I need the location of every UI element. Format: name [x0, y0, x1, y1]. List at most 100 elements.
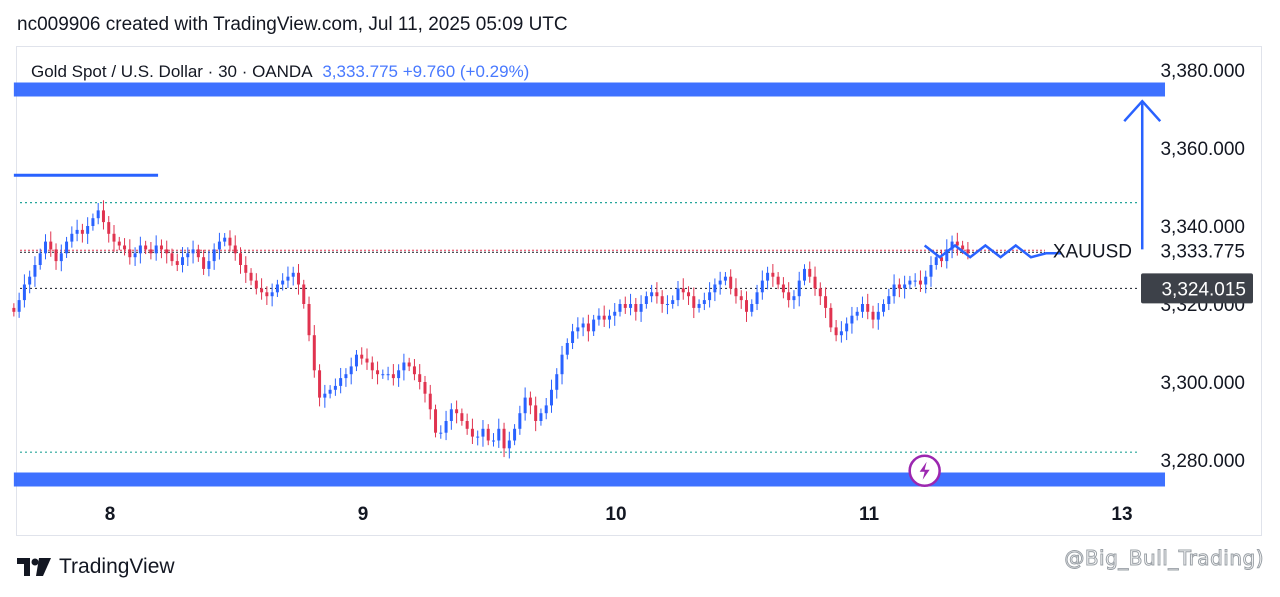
candle-body [918, 280, 922, 285]
candle-body [344, 374, 348, 379]
candle-body [128, 249, 132, 258]
candle-body [887, 296, 891, 304]
candle-body [845, 323, 849, 332]
candle-body [17, 300, 21, 312]
candle-body [196, 249, 200, 258]
candle-body [602, 315, 606, 320]
target-arrow-head [1123, 99, 1162, 123]
candle-body [776, 276, 780, 285]
candle-body [771, 272, 775, 277]
candle-body [592, 319, 596, 332]
candle-body [254, 280, 258, 289]
candle-body [934, 257, 938, 265]
candle-body [565, 343, 569, 355]
candle-body [165, 249, 169, 254]
candle-body [217, 241, 221, 250]
crosshair-price-box [1141, 273, 1253, 304]
tradingview-logo[interactable]: TradingView [17, 555, 175, 579]
candle-body [502, 428, 506, 449]
lightning-icon [919, 461, 930, 480]
candle-body [729, 276, 733, 289]
symbol-label: XAUUSD [1053, 241, 1132, 262]
candle-body [929, 265, 933, 277]
candle-body [650, 292, 654, 297]
candle-body [766, 272, 770, 281]
legend-price-change: 3,333.775 +9.760 (+0.29%) [322, 62, 530, 81]
candle-body [365, 358, 369, 363]
candle-body [133, 253, 137, 258]
candle-body [549, 389, 553, 406]
candle-body [339, 378, 343, 386]
candle-body [186, 253, 190, 258]
candle-body [586, 323, 590, 332]
candle-body [576, 327, 580, 332]
candle-body [49, 241, 53, 250]
candle-body [181, 257, 185, 265]
candle-body [755, 292, 759, 304]
candle-body [513, 428, 517, 441]
candle-body [481, 428, 485, 437]
candle-body [723, 276, 727, 281]
y-axis-tick-label: 3,360.000 [1160, 139, 1245, 160]
legend-symbol-info: Gold Spot / U.S. Dollar · 30 · OANDA [31, 62, 312, 81]
candle-body [644, 296, 648, 304]
candle-body [897, 284, 901, 289]
x-axis-tick-label: 11 [859, 504, 880, 525]
candle-body [892, 284, 896, 297]
candle-body [54, 249, 58, 262]
candle-body [660, 296, 664, 304]
candle-body [676, 288, 680, 301]
candle-body [607, 315, 611, 320]
candle-body [518, 413, 522, 429]
candle-body [955, 241, 959, 246]
candle-body [22, 284, 26, 301]
candle-body [476, 436, 480, 438]
candle-body [486, 428, 490, 441]
candle-body [913, 280, 917, 282]
candle-body [291, 272, 295, 277]
candle-body [439, 432, 443, 434]
candle-body [697, 304, 701, 308]
y-axis-tick-label: 3,280.000 [1160, 451, 1245, 472]
candle-body [223, 237, 227, 242]
symbol-legend[interactable]: Gold Spot / U.S. Dollar · 30 · OANDA 3,3… [31, 62, 529, 82]
candle-body [760, 280, 764, 293]
candle-body [465, 421, 469, 429]
candle-body [80, 229, 84, 234]
y-axis-tick-label: 3,300.000 [1160, 373, 1245, 394]
candle-body [296, 272, 300, 285]
candle-body [618, 304, 622, 312]
candle-body [323, 393, 327, 398]
candle-body [43, 241, 47, 254]
candle-body [581, 323, 585, 328]
candle-body [386, 374, 390, 376]
y-axis-tick-label: 3,340.000 [1160, 217, 1245, 238]
candle-body [444, 421, 448, 433]
candle-body [639, 304, 643, 312]
candle-body [86, 226, 90, 234]
axis-layer: 3,380.0003,360.0003,340.0003,320.0003,30… [105, 61, 1253, 525]
candle-body [307, 304, 311, 336]
candle-body [655, 292, 659, 297]
candle-body [65, 241, 69, 254]
candle-body [70, 233, 74, 242]
candle-body [412, 366, 416, 375]
candle-body [376, 370, 380, 375]
candle-body [470, 428, 474, 437]
candle-body [734, 288, 738, 297]
crosshair-price-label: 3,324.015 [1161, 279, 1246, 300]
candle-body [117, 241, 121, 246]
candle-body [281, 280, 285, 285]
x-axis-tick-label: 9 [358, 504, 369, 525]
candle-body [528, 397, 532, 406]
candle-body [423, 382, 427, 394]
candle-body [924, 276, 928, 285]
candle-body [149, 249, 153, 254]
tradingview-logo-icon [17, 558, 51, 576]
candle-body [555, 374, 559, 390]
candle-body [354, 354, 358, 367]
candle-body [866, 304, 870, 312]
resistance-zone [13, 82, 1166, 97]
candle-body [28, 276, 32, 285]
